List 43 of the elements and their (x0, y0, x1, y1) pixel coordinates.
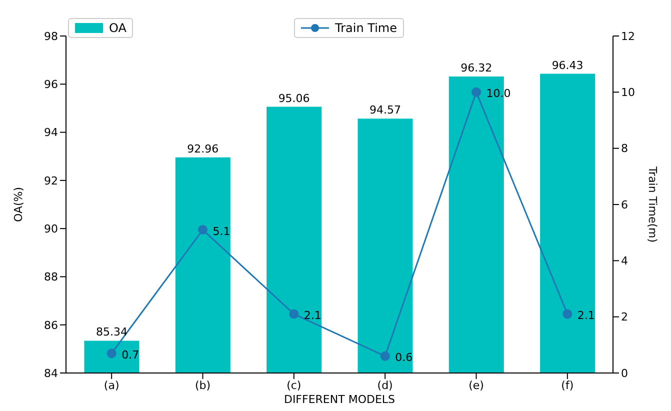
y2-tick-label: 8 (621, 142, 628, 156)
point (562, 309, 572, 319)
y-tick-label: 98 (44, 30, 58, 43)
y2-tick-label: 0 (621, 366, 628, 380)
point (198, 225, 208, 235)
y-tick-label: 90 (44, 222, 58, 236)
point (106, 348, 116, 358)
data-label: 0.7 (122, 348, 140, 362)
y-tick-label: 86 (44, 318, 58, 332)
y-tick-label: 94 (44, 126, 58, 140)
y2-tick-label: 10 (621, 86, 635, 100)
data-label: 92.96 (187, 142, 219, 156)
data-label: 96.32 (460, 61, 492, 74)
y-axis-title: OA(%) (12, 186, 25, 222)
y2-tick-label: 6 (621, 198, 628, 212)
y-tick-label: 88 (44, 270, 58, 284)
x-tick-label: (d) (377, 378, 393, 392)
y-tick-label: 92 (44, 174, 58, 188)
y2-tick-label: 4 (621, 254, 628, 268)
y-tick-label: 84 (44, 366, 58, 380)
y2-axis-title: Train Time(m) (646, 165, 660, 243)
x-tick-label: (e) (468, 378, 484, 392)
data-label: 2.1 (304, 309, 322, 322)
data-label: 85.34 (96, 326, 128, 339)
data-label: 0.6 (395, 351, 413, 364)
x-tick-label: (c) (286, 378, 302, 392)
legend-label: Train Time (335, 21, 397, 35)
data-label: 5.1 (212, 224, 230, 238)
y-tick-label: 96 (44, 78, 58, 92)
x-tick-label: (b) (194, 378, 211, 392)
data-label: 2.1 (577, 309, 595, 322)
y2-tick-label: 2 (621, 310, 628, 324)
x-tick-label: (a) (104, 378, 120, 392)
data-label: 96.43 (552, 58, 584, 72)
point (472, 87, 481, 97)
data-label: 95.06 (278, 92, 310, 105)
point (289, 309, 299, 319)
y2-tick-label: 12 (621, 30, 635, 43)
point (380, 351, 390, 361)
x-axis-title: DIFFERENT MODELS (284, 393, 396, 406)
legend-label: OA (109, 21, 126, 35)
data-label: 94.57 (369, 104, 401, 117)
x-tick-label: (f) (561, 378, 574, 392)
